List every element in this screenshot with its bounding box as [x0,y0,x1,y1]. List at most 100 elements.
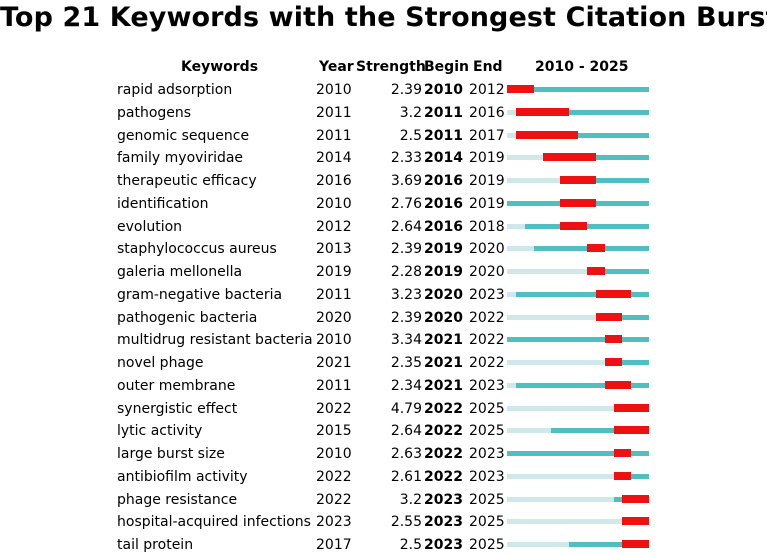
keyword-cell: pathogenic bacteria [117,309,258,326]
year-cell: 2012 [316,218,352,235]
end-cell: 2025 [469,514,505,531]
begin-cell: 2022 [424,468,463,485]
timeline-track [507,405,649,411]
strength-cell: 3.2 [399,491,422,508]
header-keywords: Keywords [181,59,259,75]
keyword-cell: family myoviridae [117,150,244,167]
strength-cell: 2.55 [390,514,422,531]
year-cell: 2020 [316,309,352,326]
table-row: hospital-acquired infections 2023 2.55 2023… [0,511,767,533]
keyword-cell: lytic activity [117,423,203,440]
begin-cell: 2019 [424,241,463,258]
keyword-cell: multidrug resistant bacteria [117,332,313,349]
end-cell: 2022 [469,355,505,371]
begin-cell: 2022 [424,423,463,440]
burst-bar [622,517,649,526]
timeline-active-segment [542,155,649,161]
begin-cell: 2016 [424,195,463,212]
begin-cell: 2011 [424,127,463,144]
table-row: pathogenic bacteria 2020 2.39 2020 2022 [0,307,767,329]
timeline-active-segment [560,178,649,183]
begin-cell: 2010 [424,82,463,98]
burst-bar [613,471,632,480]
year-cell: 2011 [316,127,352,144]
burst-bar [507,85,534,93]
end-cell: 2017 [469,127,505,144]
end-cell: 2018 [469,218,505,235]
table-row: antibiofilm activity 2022 2.61 2022 2023 [0,466,767,488]
year-cell: 2022 [316,400,352,417]
begin-cell: 2011 [424,104,463,121]
begin-cell: 2016 [424,173,463,189]
burst-bar [622,494,649,503]
begin-cell: 2021 [424,355,463,371]
keyword-cell: evolution [117,218,183,235]
table-row: rapid adsorption 2010 2.39 2010 2012 [0,79,767,101]
chart-title: Top 21 Keywords with the Strongest Citat… [0,2,767,33]
keyword-cell: pathogens [117,104,192,121]
keyword-cell: rapid adsorption [117,82,233,98]
strength-cell: 3.23 [390,286,422,303]
begin-cell: 2023 [424,537,463,553]
burst-bar [515,107,570,116]
begin-cell: 2020 [424,309,463,326]
strength-cell: 2.63 [390,446,422,462]
begin-cell: 2021 [424,377,463,394]
timeline-active-segment [551,428,649,434]
year-cell: 2017 [316,537,352,553]
timeline-track [507,269,649,274]
begin-cell: 2022 [424,446,463,462]
strength-cell: 2.5 [399,537,422,553]
header-strength: Strength [356,59,426,75]
strength-cell: 2.76 [390,195,422,212]
keyword-cell: galeria mellonella [117,264,243,280]
year-cell: 2015 [316,423,352,440]
timeline-active-segment [507,451,649,456]
strength-cell: 2.33 [390,150,422,167]
table-row: galeria mellonella 2019 2.28 2019 2020 [0,261,767,283]
keyword-cell: novel phage [117,355,204,371]
year-cell: 2023 [316,514,352,531]
year-cell: 2010 [316,195,352,212]
table-row: lytic activity 2015 2.64 2022 2025 [0,420,767,442]
timeline-active-segment [586,269,649,274]
keyword-cell: genomic sequence [117,127,250,144]
year-cell: 2010 [316,332,352,349]
burst-bar [560,198,596,207]
keyword-cell: hospital-acquired infections [117,514,311,531]
timeline-active-segment [515,109,649,115]
keyword-cell: outer membrane [117,377,236,394]
table-row: family myoviridae 2014 2.33 2014 2019 [0,147,767,169]
end-cell: 2022 [469,309,505,326]
year-cell: 2022 [316,468,352,485]
header-year: Year [319,59,354,75]
table-row: phage resistance 2022 3.2 2023 2025 [0,489,767,511]
begin-cell: 2019 [424,264,463,280]
timeline-active-segment [515,291,649,297]
timeline-active-segment [515,132,649,138]
timeline-track [507,360,649,365]
strength-cell: 3.34 [390,332,422,349]
table-row: genomic sequence 2011 2.5 2011 2017 [0,125,767,147]
strength-cell: 2.64 [390,423,422,440]
burst-bar [595,289,632,298]
table-row: multidrug resistant bacteria 2010 3.34 2021… [0,329,767,351]
keyword-cell: gram-negative bacteria [117,286,283,303]
table-row: novel phage 2021 2.35 2021 2022 [0,352,767,374]
timeline-active-segment [569,542,649,547]
strength-cell: 2.39 [390,241,422,258]
table-row: staphylococcus aureus 2013 2.39 2019 2020 [0,238,767,260]
strength-cell: 4.79 [390,400,422,417]
year-cell: 2016 [316,173,352,189]
end-cell: 2025 [469,423,505,440]
table-row: large burst size 2010 2.63 2022 2023 [0,443,767,465]
table-row: evolution 2012 2.64 2016 2018 [0,216,767,238]
keyword-cell: phage resistance [117,491,238,508]
end-cell: 2025 [469,491,505,508]
begin-cell: 2021 [424,332,463,349]
end-cell: 2023 [469,377,505,394]
timeline-active-segment [507,87,649,92]
year-cell: 2014 [316,150,352,167]
strength-cell: 2.39 [390,309,422,326]
strength-cell: 2.5 [399,127,422,144]
